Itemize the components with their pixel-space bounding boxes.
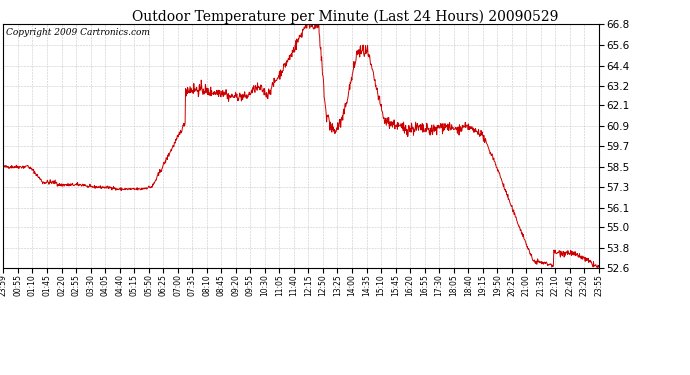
Text: Copyright 2009 Cartronics.com: Copyright 2009 Cartronics.com — [6, 28, 150, 37]
Text: Outdoor Temperature per Minute (Last 24 Hours) 20090529: Outdoor Temperature per Minute (Last 24 … — [132, 9, 558, 24]
